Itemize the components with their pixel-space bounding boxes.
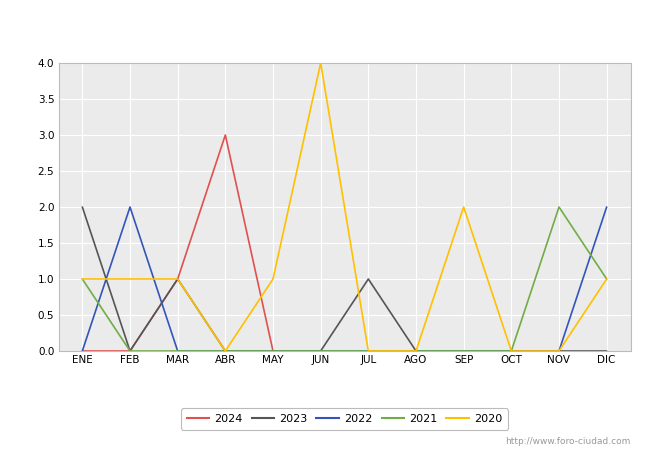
Legend: 2024, 2023, 2022, 2021, 2020: 2024, 2023, 2022, 2021, 2020 <box>181 409 508 429</box>
Text: Matriculaciones de Vehiculos en Canalejas del Arroyo: Matriculaciones de Vehiculos en Canaleja… <box>129 19 521 35</box>
Text: http://www.foro-ciudad.com: http://www.foro-ciudad.com <box>505 436 630 446</box>
